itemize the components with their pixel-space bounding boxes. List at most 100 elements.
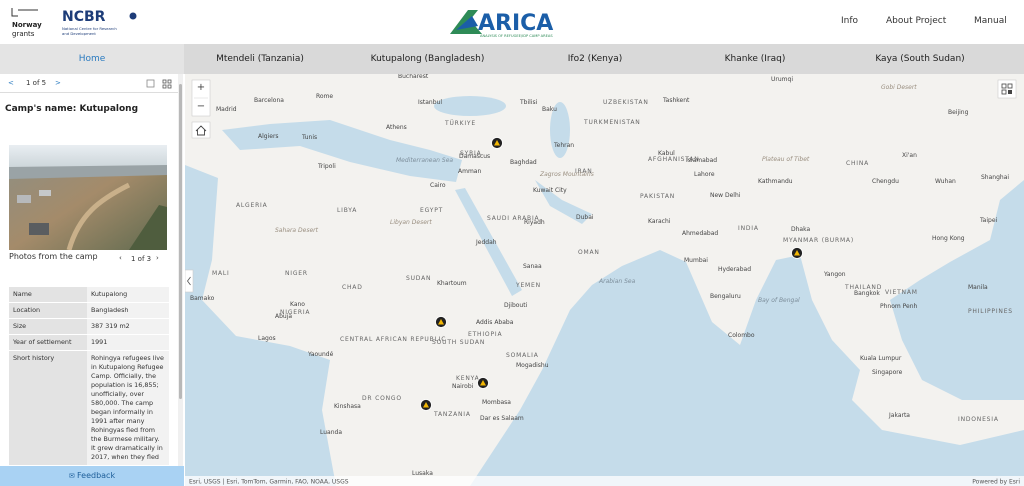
map-label: Tbilisi: [519, 99, 538, 106]
nav-link[interactable]: Manual: [974, 16, 1007, 26]
map-label: Manila: [968, 284, 988, 291]
camp-marker[interactable]: [791, 247, 803, 259]
feedback-button[interactable]: ✉ Feedback: [0, 466, 184, 486]
map-label: KENYA: [456, 375, 480, 382]
map-label: Taipei: [979, 217, 998, 224]
map-label: Sanaa: [523, 263, 542, 270]
info-value: 387 319 m2: [87, 319, 169, 334]
camp-name: Camp's name: Kutupalong: [5, 104, 139, 114]
attribution: Esri, USGS | Esri, TomTom, Garmin, FAO, …: [189, 479, 349, 486]
map-label: Madrid: [216, 106, 237, 113]
map-label: Amman: [458, 168, 481, 175]
camp-markers: [420, 137, 803, 411]
map-label: Shanghai: [981, 174, 1009, 181]
camp-marker[interactable]: [435, 316, 447, 328]
tab-bar: Home Mtendeli (Tanzania) Kutupalong (Ban…: [0, 44, 1024, 74]
info-row: Size 387 319 m2: [9, 319, 169, 334]
sidebar: < 1 of 5 > Camp's name: Kutupalong Photo…: [0, 74, 184, 486]
map-label: Dar es Salaam: [480, 415, 524, 422]
map-label: ETHIOPIA: [468, 331, 502, 338]
map-label: Bay of Bengal: [758, 297, 800, 304]
map-label: Gobi Desert: [881, 84, 917, 91]
map-label: NIGERIA: [280, 309, 310, 316]
map-label: VIETNAM: [885, 289, 918, 296]
header: Norway grants NCBR National Centre for R…: [0, 0, 1024, 44]
map-label: Beijing: [948, 109, 969, 116]
map-label: Chengdu: [872, 178, 899, 185]
tab[interactable]: Home: [0, 44, 184, 74]
tab[interactable]: Mtendeli (Tanzania): [216, 54, 304, 64]
zoom-out[interactable]: −: [197, 101, 205, 112]
tab[interactable]: Kutupalong (Bangladesh): [370, 54, 485, 64]
ncbr-logo: NCBR National Centre for Research and De…: [62, 9, 137, 36]
feedback-label: Feedback: [76, 471, 116, 480]
info-key: Size: [9, 319, 87, 334]
map-label: Lahore: [694, 171, 715, 178]
info-row: Name Kutupalong: [9, 287, 169, 302]
map-label: Mombasa: [482, 399, 511, 406]
map-label: Wuhan: [935, 178, 956, 185]
nav-link[interactable]: Info: [841, 16, 859, 26]
map-label: Yaoundé: [307, 351, 334, 358]
nav-link[interactable]: About Project: [886, 16, 947, 26]
home-button[interactable]: [191, 121, 211, 139]
map-label: Kano: [290, 301, 305, 308]
qr-button[interactable]: [997, 79, 1017, 99]
map-label: SAUDI ARABIA: [487, 215, 540, 222]
ncbr-subtitle: National Centre for Research: [62, 26, 117, 31]
map-label: TANZANIA: [433, 411, 471, 418]
map-label: PAKISTAN: [640, 193, 675, 200]
photo-prev[interactable]: ‹: [119, 254, 122, 262]
expand-button[interactable]: [185, 269, 194, 293]
map-label: Luanda: [320, 429, 342, 436]
map-label: Istanbul: [418, 99, 442, 106]
pager-prev[interactable]: <: [8, 79, 14, 87]
zoom-in[interactable]: +: [197, 82, 205, 93]
map-label: Barcelona: [254, 97, 284, 104]
map[interactable]: Bucharest Istanbul Madrid Barcelona Rome Algi…: [185, 74, 1024, 486]
camp-marker[interactable]: [477, 377, 489, 389]
map-label: Kinshasa: [334, 403, 361, 410]
norway-logo-sub: grants: [12, 30, 35, 38]
map-label: Arabian Sea: [598, 278, 636, 285]
map-label: Bucharest: [398, 74, 429, 80]
ncbr-logo-text: NCBR: [62, 9, 106, 25]
map-label: INDIA: [738, 225, 759, 232]
map-label: YEMEN: [515, 282, 541, 289]
tab[interactable]: Ifo2 (Kenya): [567, 54, 623, 64]
camp-photo[interactable]: [9, 145, 167, 250]
map-label: New Delhi: [710, 192, 741, 199]
map-label: Tripoli: [317, 163, 336, 170]
info-row: Location Bangladesh: [9, 303, 169, 318]
info-key: Name: [9, 287, 87, 302]
info-table-wrap: Name Kutupalong Location Bangladesh Size 387 …: [9, 286, 169, 466]
water: [185, 96, 1024, 486]
camp-marker[interactable]: [491, 137, 503, 149]
map-label: Mogadishu: [516, 362, 549, 369]
map-label: Sahara Desert: [275, 227, 319, 234]
map-label: Hyderabad: [718, 266, 751, 273]
camp-marker[interactable]: [420, 399, 432, 411]
map-label: Lagos: [258, 335, 276, 342]
arica-title: ARICA: [478, 11, 553, 36]
map-label: Jeddah: [475, 239, 497, 246]
info-value: 1991: [87, 335, 169, 350]
map-label: IRAN: [575, 168, 593, 175]
tab[interactable]: Kaya (South Sudan): [875, 54, 965, 64]
map-label: Baghdad: [510, 159, 537, 166]
divider: [0, 92, 178, 93]
map-label: Xi'an: [902, 152, 917, 159]
info-value: Kutupalong: [87, 287, 169, 302]
info-key: Year of settlement: [9, 335, 87, 350]
pager-next[interactable]: >: [55, 79, 61, 87]
photo-next[interactable]: ›: [156, 254, 159, 262]
scrollbar-thumb[interactable]: [179, 84, 182, 399]
info-key: Location: [9, 303, 87, 318]
map-label: Phnom Penh: [880, 303, 918, 310]
map-label: NIGER: [285, 270, 308, 277]
map-label: MYANMAR (BURMA): [783, 237, 854, 244]
tab[interactable]: Khanke (Iraq): [724, 54, 786, 64]
map-label: Colombo: [728, 332, 755, 339]
map-label: Tehran: [553, 142, 574, 149]
